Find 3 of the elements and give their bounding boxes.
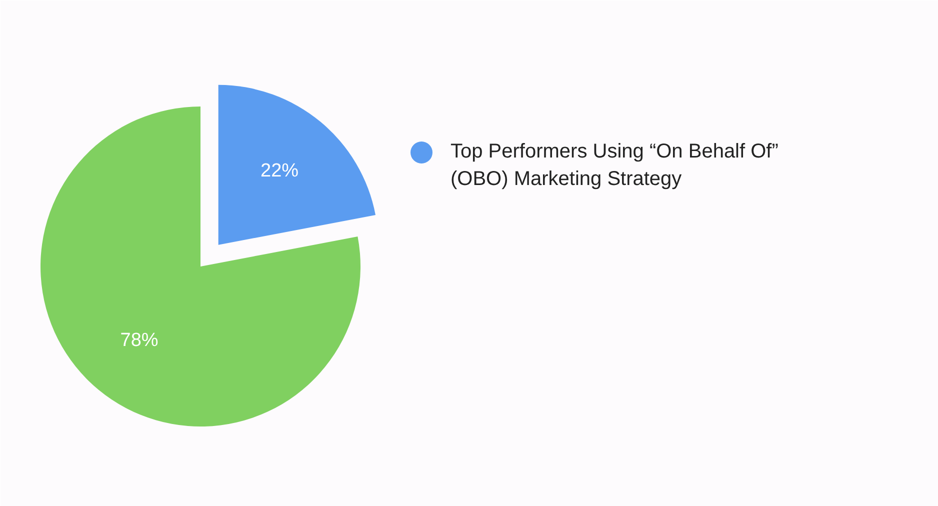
data-label: 78% [120, 330, 158, 351]
legend-label: Top Performers Using “On Behalf Of” (OBO) Marketing Strategy [450, 140, 778, 190]
data-label: 22% [260, 160, 299, 182]
